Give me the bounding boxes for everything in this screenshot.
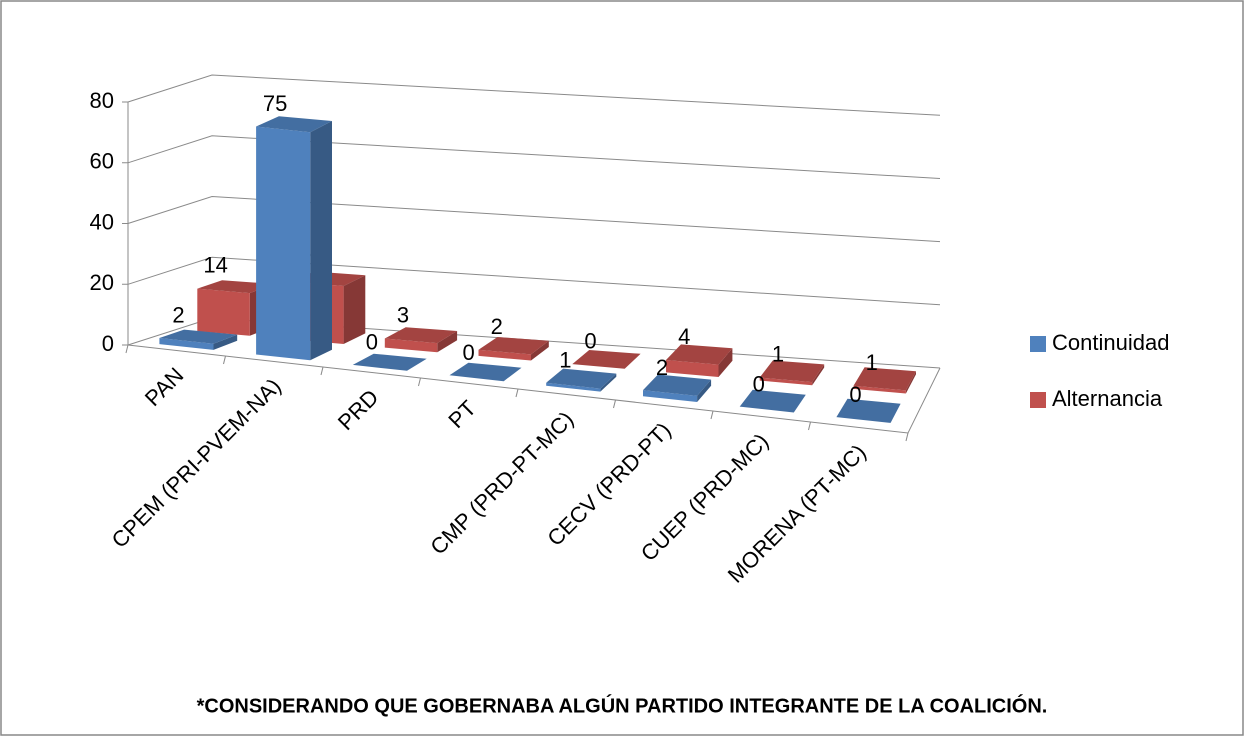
x-tick xyxy=(418,377,421,387)
legend-swatch xyxy=(1030,392,1046,408)
bar-top xyxy=(546,368,617,389)
bar xyxy=(836,398,901,423)
bar xyxy=(546,368,617,392)
grid-line xyxy=(127,256,941,306)
bar-front xyxy=(666,360,719,377)
bar xyxy=(572,350,641,369)
bar xyxy=(384,327,458,353)
value-label: 14 xyxy=(203,253,227,278)
bar-front xyxy=(643,390,698,402)
bar-front xyxy=(384,338,438,353)
value-label: 0 xyxy=(753,371,765,396)
bar-top xyxy=(159,329,238,344)
y-tick-label: 40 xyxy=(90,209,114,234)
bar-side xyxy=(437,331,458,353)
bar-top xyxy=(836,398,901,423)
y-tick-label: 60 xyxy=(90,149,114,174)
bar-top xyxy=(384,327,458,344)
bar xyxy=(739,389,806,413)
bar-front xyxy=(197,288,250,336)
bar-top xyxy=(478,337,549,355)
bar-side xyxy=(718,348,733,377)
x-tick xyxy=(223,355,226,365)
bar-side xyxy=(697,379,712,402)
value-label: 1 xyxy=(772,342,784,367)
bar xyxy=(478,337,549,361)
value-label: 2 xyxy=(491,314,503,339)
bar-front xyxy=(853,385,906,394)
bar xyxy=(159,329,238,350)
bar-side xyxy=(343,275,366,344)
bar-top xyxy=(666,344,733,365)
bar-side xyxy=(213,334,238,350)
bar-top xyxy=(352,353,427,371)
bar-side xyxy=(600,373,617,392)
bar-side xyxy=(812,364,825,386)
value-label: 4 xyxy=(678,324,690,349)
bar xyxy=(853,367,916,394)
bar xyxy=(666,344,733,377)
bar-front xyxy=(478,349,531,361)
bar xyxy=(449,362,522,382)
bar-side xyxy=(905,371,916,394)
bar xyxy=(643,374,712,402)
grid-line xyxy=(127,74,941,116)
value-label: 0 xyxy=(462,340,474,365)
value-label: 1 xyxy=(559,347,571,372)
legend-swatch xyxy=(1030,336,1046,352)
legend-label: Alternancia xyxy=(1052,386,1163,411)
x-tick xyxy=(613,399,616,409)
bar-top xyxy=(739,389,806,413)
bar-top xyxy=(197,280,274,294)
x-tick xyxy=(710,410,714,420)
value-label: 3 xyxy=(397,303,409,328)
bar-front xyxy=(159,338,214,350)
x-tick xyxy=(808,421,811,431)
value-label: 1 xyxy=(866,350,878,375)
legend-label: Continuidad xyxy=(1052,330,1169,355)
bar-front xyxy=(256,126,311,361)
x-tick xyxy=(905,432,909,442)
annotation: *CONSIDERANDO QUE GOBERNABA ALGÚN PARTID… xyxy=(197,693,1048,717)
value-label: 2 xyxy=(656,355,668,380)
bar-front xyxy=(759,377,813,386)
bar-top xyxy=(449,362,522,382)
y-tick-label: 80 xyxy=(90,88,114,113)
bar-top xyxy=(256,116,332,133)
x-tick xyxy=(125,344,129,354)
y-tick-label: 20 xyxy=(90,270,114,295)
bar-top xyxy=(572,350,641,369)
grid-line xyxy=(127,135,941,179)
bar xyxy=(256,116,332,361)
value-label: 2 xyxy=(172,303,184,328)
bar-top xyxy=(759,360,825,383)
value-label: 0 xyxy=(584,328,596,353)
bar-top xyxy=(643,374,712,396)
bar-side xyxy=(531,340,549,361)
bar xyxy=(352,353,427,371)
x-tick xyxy=(515,388,519,398)
value-label: 0 xyxy=(849,382,861,407)
bar-top xyxy=(853,367,916,391)
bar xyxy=(759,360,825,386)
y-tick-label: 0 xyxy=(102,331,114,356)
grid-line xyxy=(127,195,941,243)
x-tick xyxy=(320,366,324,376)
bar-side xyxy=(310,121,332,361)
value-label: 0 xyxy=(366,330,378,355)
bar-front xyxy=(546,382,601,392)
value-label: 75 xyxy=(263,91,287,116)
